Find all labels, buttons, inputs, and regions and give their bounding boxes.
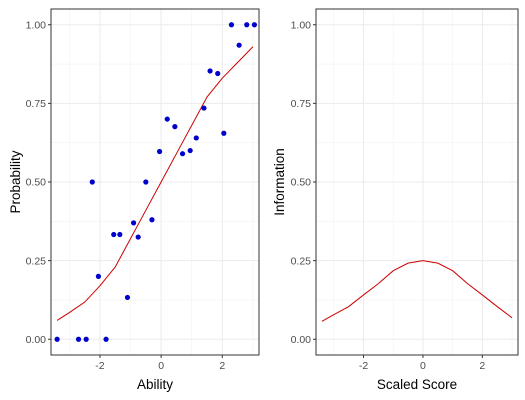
- probability-point: [172, 124, 178, 130]
- panel-probability: -2 0 2 0.00 0.25 0.50 0.75 1.00 Ability Probabili…: [8, 8, 260, 392]
- probability-y-tick-label: 0.00: [26, 334, 47, 346]
- probability-point: [156, 148, 163, 155]
- probability-point: [83, 336, 89, 342]
- probability-point: [164, 116, 170, 122]
- information-x-axis-title: Scaled Score: [377, 377, 457, 392]
- probability-y-tick-label: 0.25: [26, 255, 47, 267]
- probability-point: [179, 151, 186, 157]
- probability-point: [207, 68, 213, 74]
- probability-point: [75, 336, 82, 342]
- probability-point: [193, 135, 199, 141]
- probability-point: [187, 147, 193, 154]
- information-x-tick-label: 0: [420, 360, 426, 372]
- probability-point: [251, 22, 258, 28]
- probability-point: [111, 231, 117, 238]
- information-curve: [321, 260, 513, 322]
- probability-point: [54, 336, 60, 342]
- panel-information: -2 0 2 0.00 0.25 0.50 0.75 1.00 Scaled Score Info…: [272, 8, 519, 392]
- probability-point: [130, 220, 137, 226]
- probability-y-tick-label: 1.00: [26, 19, 47, 31]
- information-x-tick-label: 2: [479, 360, 485, 372]
- probability-x-axis-title: Ability: [137, 377, 173, 392]
- probability-curve: [56, 46, 254, 321]
- probability-point: [89, 179, 95, 185]
- information-y-tick-label: 1.00: [291, 19, 312, 31]
- probability-point: [143, 179, 149, 185]
- information-y-axis-title: Information: [272, 148, 287, 216]
- information-y-tick-label: 0.25: [291, 255, 312, 267]
- probability-point: [149, 217, 155, 223]
- probability-point: [221, 130, 227, 136]
- probability-point: [95, 273, 102, 279]
- probability-point: [215, 70, 221, 77]
- probability-y-tick-label: 0.50: [26, 177, 47, 189]
- probability-point: [201, 105, 207, 111]
- probability-x-tick-label: 0: [158, 360, 164, 372]
- probability-point: [244, 22, 250, 28]
- probability-x-tick-label: -2: [95, 360, 104, 372]
- information-y-tick-label: 0.00: [291, 334, 312, 346]
- probability-y-tick-label: 0.75: [26, 98, 47, 110]
- probability-point: [135, 234, 141, 240]
- information-y-tick-label: 0.50: [291, 177, 312, 189]
- probability-point: [103, 336, 109, 342]
- probability-point: [117, 231, 123, 238]
- probability-point: [236, 42, 242, 48]
- probability-y-axis-title: Probability: [8, 150, 23, 213]
- probability-point: [228, 22, 235, 28]
- information-x-tick-label: -2: [359, 360, 368, 372]
- information-y-tick-label: 0.75: [291, 98, 312, 110]
- probability-x-tick-label: 2: [219, 360, 225, 372]
- probability-point: [124, 294, 131, 301]
